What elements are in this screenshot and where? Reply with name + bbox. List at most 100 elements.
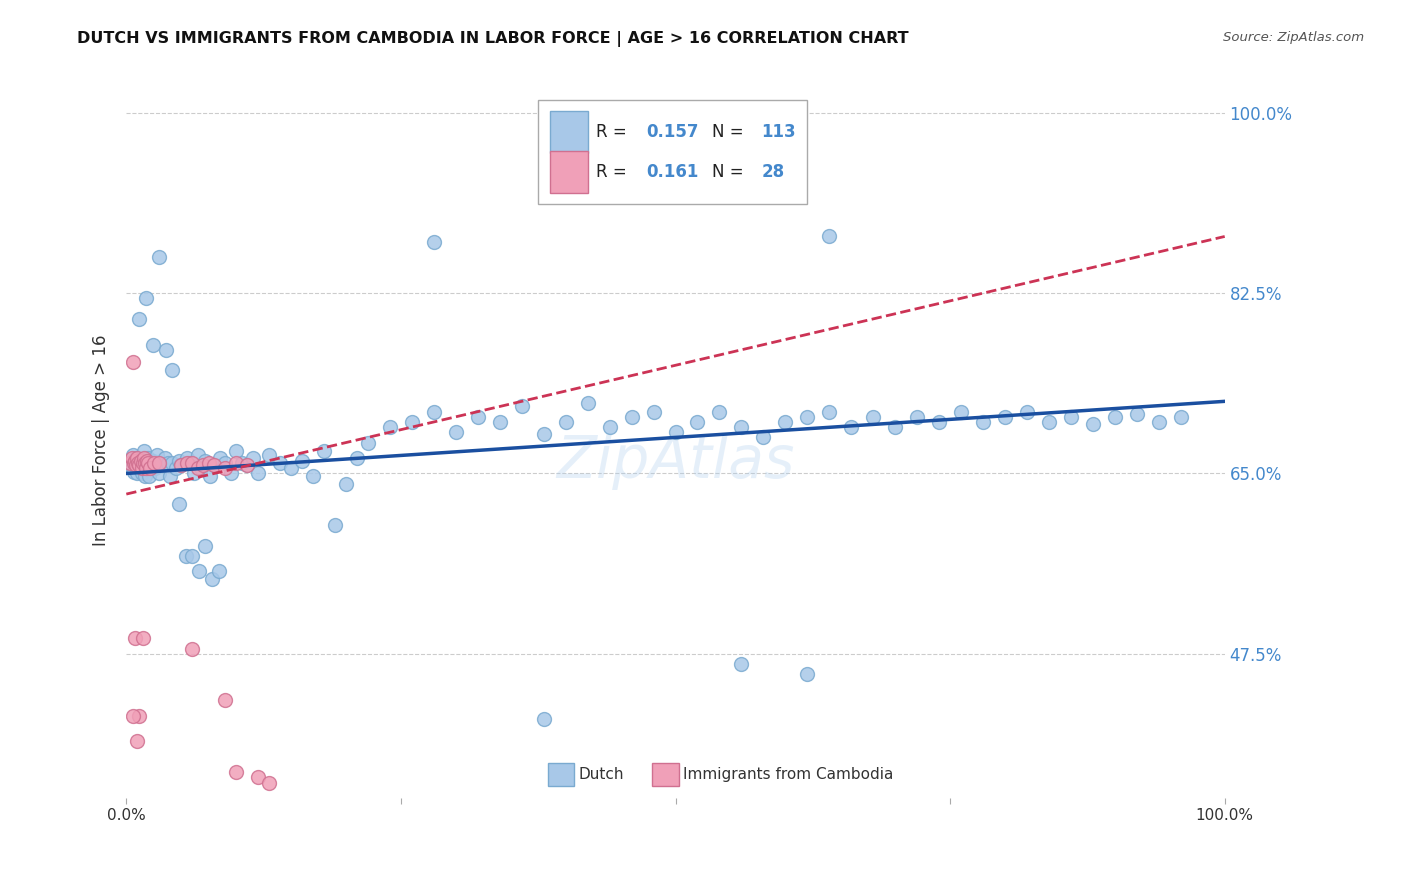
Point: [346, 450, 368, 465]
Point: [174, 549, 197, 563]
Point: [139, 461, 162, 475]
Point: [142, 337, 165, 351]
Point: [176, 450, 198, 465]
Point: [378, 420, 401, 434]
Point: [170, 458, 193, 473]
Point: [134, 456, 156, 470]
Point: [928, 415, 950, 429]
Point: [122, 466, 145, 480]
Point: [181, 456, 204, 470]
Point: [796, 409, 818, 424]
Point: [236, 458, 259, 473]
Point: [231, 456, 253, 470]
Point: [118, 458, 141, 473]
Point: [122, 708, 145, 723]
Point: [121, 450, 143, 465]
Point: [148, 467, 170, 481]
Text: 0.161: 0.161: [645, 162, 699, 181]
Point: [131, 467, 153, 481]
Point: [444, 425, 467, 440]
Point: [135, 456, 157, 470]
Point: [242, 450, 264, 465]
Point: [510, 400, 533, 414]
Point: [142, 456, 165, 470]
Point: [214, 461, 236, 475]
Point: [131, 461, 153, 475]
Point: [176, 456, 198, 470]
Point: [194, 454, 217, 468]
Point: [620, 409, 643, 424]
Point: [128, 458, 150, 473]
Point: [775, 415, 797, 429]
Point: [127, 450, 149, 465]
Point: [135, 461, 157, 475]
Point: [818, 229, 841, 244]
Point: [1147, 415, 1170, 429]
Point: [862, 409, 884, 424]
Point: [202, 458, 225, 473]
Point: [127, 467, 149, 481]
Point: [257, 775, 280, 789]
Point: [533, 427, 555, 442]
Point: [181, 549, 204, 563]
Point: [202, 458, 225, 473]
Point: [643, 404, 665, 418]
Point: [423, 404, 446, 418]
Point: [219, 467, 242, 481]
Point: [208, 450, 231, 465]
Point: [1104, 409, 1126, 424]
Text: DUTCH VS IMMIGRANTS FROM CAMBODIA IN LABOR FORCE | AGE > 16 CORRELATION CHART: DUTCH VS IMMIGRANTS FROM CAMBODIA IN LAB…: [77, 31, 908, 47]
Point: [136, 456, 159, 470]
Text: Source: ZipAtlas.com: Source: ZipAtlas.com: [1223, 31, 1364, 45]
Point: [132, 456, 155, 470]
Point: [128, 708, 150, 723]
Point: [214, 693, 236, 707]
Point: [686, 415, 709, 429]
Point: [167, 454, 190, 468]
Point: [125, 458, 148, 473]
Point: [122, 448, 145, 462]
Point: [194, 539, 217, 553]
Point: [197, 456, 219, 470]
Point: [236, 458, 259, 473]
Point: [179, 456, 201, 470]
Point: [187, 448, 209, 462]
Point: [257, 448, 280, 462]
Point: [139, 458, 162, 473]
Point: [247, 771, 270, 785]
Point: [150, 458, 173, 473]
Point: [132, 443, 155, 458]
Point: [201, 572, 224, 586]
Point: [884, 420, 907, 434]
Point: [312, 443, 335, 458]
Point: [122, 355, 145, 369]
Point: [187, 461, 209, 475]
Text: R =: R =: [596, 162, 633, 181]
Text: Dutch: Dutch: [579, 767, 624, 782]
Text: N =: N =: [711, 162, 748, 181]
Point: [170, 458, 193, 473]
Point: [120, 454, 142, 468]
Point: [488, 415, 510, 429]
Point: [124, 632, 146, 646]
Point: [467, 409, 489, 424]
Point: [157, 456, 180, 470]
Point: [148, 250, 170, 264]
Point: [128, 312, 150, 326]
Point: [128, 461, 150, 475]
Point: [291, 454, 314, 468]
Point: [127, 734, 149, 748]
Point: [709, 404, 731, 418]
Point: [423, 235, 446, 249]
Point: [1060, 409, 1083, 424]
Point: [576, 396, 599, 410]
Point: [121, 461, 143, 475]
Point: [335, 476, 357, 491]
Point: [323, 518, 346, 533]
Point: [950, 404, 973, 418]
Point: [225, 456, 247, 470]
Point: [132, 450, 155, 465]
Point: [1038, 415, 1060, 429]
Point: [122, 456, 145, 470]
Point: [127, 458, 149, 473]
